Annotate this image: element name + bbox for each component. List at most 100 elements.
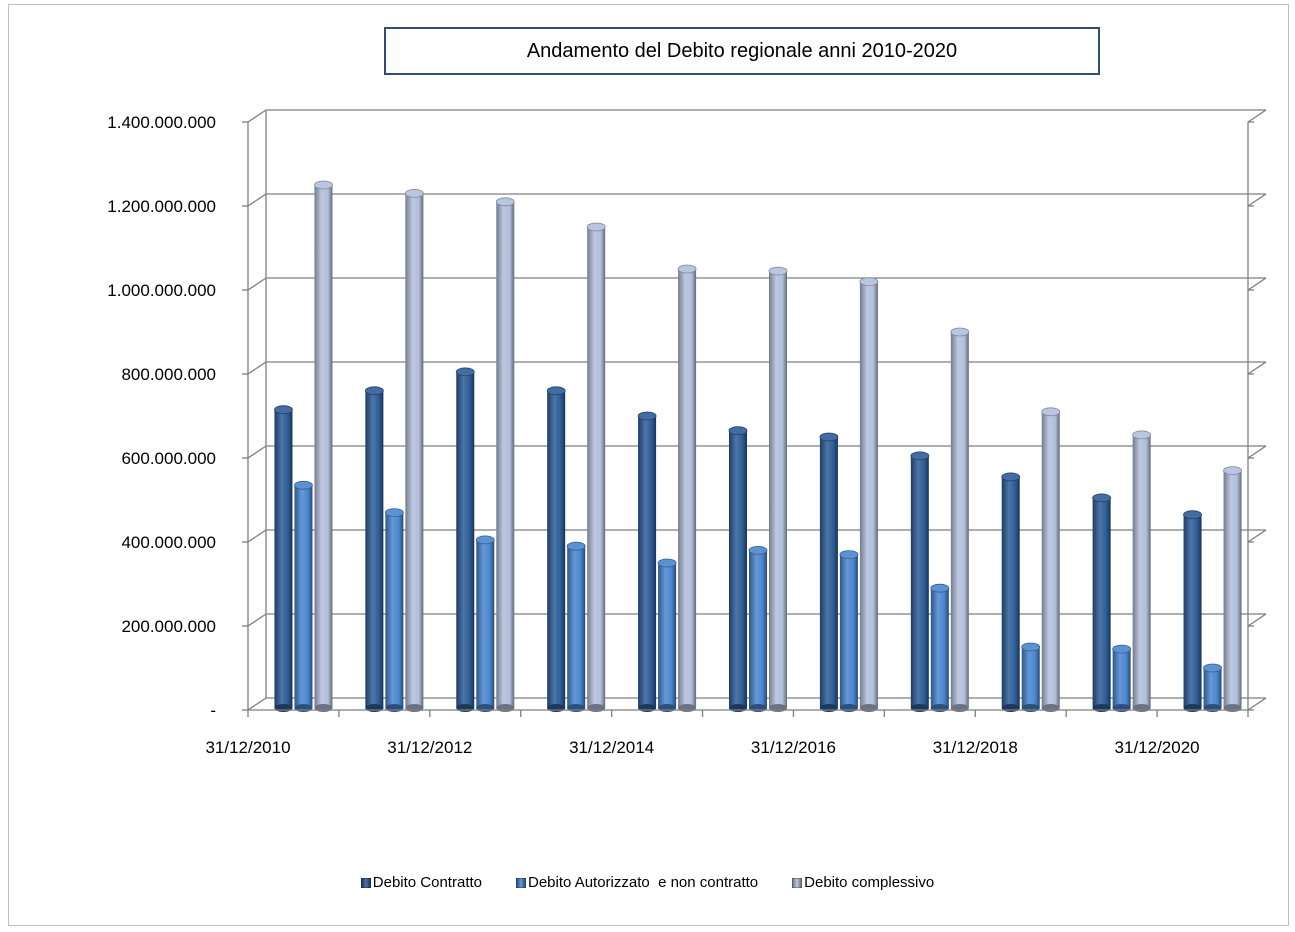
gridline-depth-right	[1247, 529, 1267, 543]
bar-base	[1001, 704, 1020, 712]
bar	[1092, 493, 1112, 712]
bar-top	[1112, 644, 1132, 654]
legend-label: Debito complessivo	[804, 874, 935, 891]
bar-base	[567, 704, 586, 712]
bar-top	[950, 327, 970, 337]
bar-top	[839, 550, 859, 559]
bar-top	[819, 432, 839, 442]
bar-body	[456, 371, 475, 708]
bar-body	[930, 588, 949, 708]
bar-top	[637, 411, 657, 421]
legend-item: Debito complessivo	[792, 874, 934, 891]
gridline-depth	[247, 277, 267, 291]
bar	[384, 508, 404, 712]
bar	[768, 266, 788, 712]
bar-base	[678, 704, 697, 712]
grid-lines	[242, 109, 1267, 711]
gridline-depth-right	[1247, 277, 1267, 291]
bar-body	[385, 512, 404, 708]
bar-body	[567, 546, 586, 708]
bar	[819, 432, 839, 712]
bar-base	[819, 704, 838, 712]
x-axis-ticks: 31/12/2010 31/12/2012 31/12/2014 31/12/2016…	[205, 709, 1249, 757]
y-tick-label: -	[210, 701, 216, 720]
legend-swatch	[516, 877, 526, 888]
bar-body	[496, 201, 515, 709]
bar-top	[294, 480, 313, 490]
bar-body	[950, 332, 969, 708]
bar-base	[274, 704, 293, 712]
bar-base	[1203, 704, 1222, 712]
bar-top	[1132, 430, 1152, 440]
bar	[546, 386, 566, 712]
bar-body	[1021, 647, 1040, 708]
chart-title-text: Andamento del Debito regionale anni 2010…	[526, 39, 958, 62]
bar	[1132, 430, 1152, 712]
y-tick-label: 200.000.000	[121, 617, 216, 636]
bar-top	[1223, 466, 1242, 476]
bar	[1223, 466, 1242, 712]
gridline-depth-right	[1247, 109, 1267, 123]
bar	[294, 480, 313, 712]
legend: Debito Contratto Debito Autorizzato e non…	[0, 874, 1295, 891]
gridline-depth	[247, 529, 267, 543]
bar-top	[657, 558, 677, 568]
gridline-depth	[247, 361, 267, 375]
bar-body	[1132, 434, 1151, 708]
bar-body	[678, 269, 697, 708]
gridline-depth	[247, 697, 267, 711]
bar-top	[677, 264, 697, 274]
bar-base	[385, 704, 404, 712]
bar-body	[910, 455, 929, 708]
bar-top	[859, 277, 879, 287]
bar-base	[314, 704, 333, 712]
gridline-depth-right	[1247, 697, 1267, 711]
bar-body	[749, 550, 767, 708]
bar	[404, 188, 424, 712]
gridline-depth	[247, 109, 267, 123]
y-tick-label: 400.000.000	[121, 533, 216, 552]
y-tick-label: 800.000.000	[121, 365, 216, 384]
bar-top	[1001, 472, 1021, 482]
bar-base	[587, 704, 606, 712]
bar-base	[950, 704, 969, 712]
bar-body	[769, 271, 787, 708]
gridline-depth-right	[1247, 361, 1267, 375]
bar	[637, 411, 657, 712]
bar	[748, 546, 768, 712]
bar-body	[314, 185, 333, 708]
bar-body	[1041, 411, 1060, 708]
bar-body	[294, 485, 313, 708]
legend-label: Debito Contratto	[372, 874, 482, 891]
bar	[859, 277, 879, 712]
bar-body	[365, 390, 384, 708]
bar	[910, 451, 930, 712]
bar	[566, 541, 586, 712]
bar-body	[1223, 470, 1242, 708]
bar-body	[547, 390, 566, 708]
bar-base	[769, 704, 787, 712]
bar-base	[749, 704, 767, 712]
bar-top	[748, 546, 768, 555]
y-tick-label: 600.000.000	[121, 449, 216, 468]
bar-body	[1092, 497, 1111, 708]
bar-top	[1183, 510, 1202, 520]
bar	[455, 367, 475, 712]
bar-base	[638, 704, 657, 712]
bar-body	[729, 430, 747, 708]
bar-base	[294, 704, 313, 712]
gridline-depth	[247, 613, 267, 627]
bar	[1041, 407, 1061, 712]
bar-top	[1203, 663, 1222, 673]
bar-top	[274, 405, 293, 415]
gridline-depth-right	[1247, 445, 1267, 459]
bar-base	[1132, 704, 1151, 712]
bar	[475, 535, 495, 712]
gridline-depth	[247, 193, 267, 207]
bar	[728, 426, 748, 712]
bar	[274, 405, 293, 712]
bar-body	[638, 416, 657, 708]
bar-body	[587, 227, 606, 708]
bar	[495, 197, 515, 712]
x-tick-label: 31/12/2018	[933, 738, 1018, 757]
